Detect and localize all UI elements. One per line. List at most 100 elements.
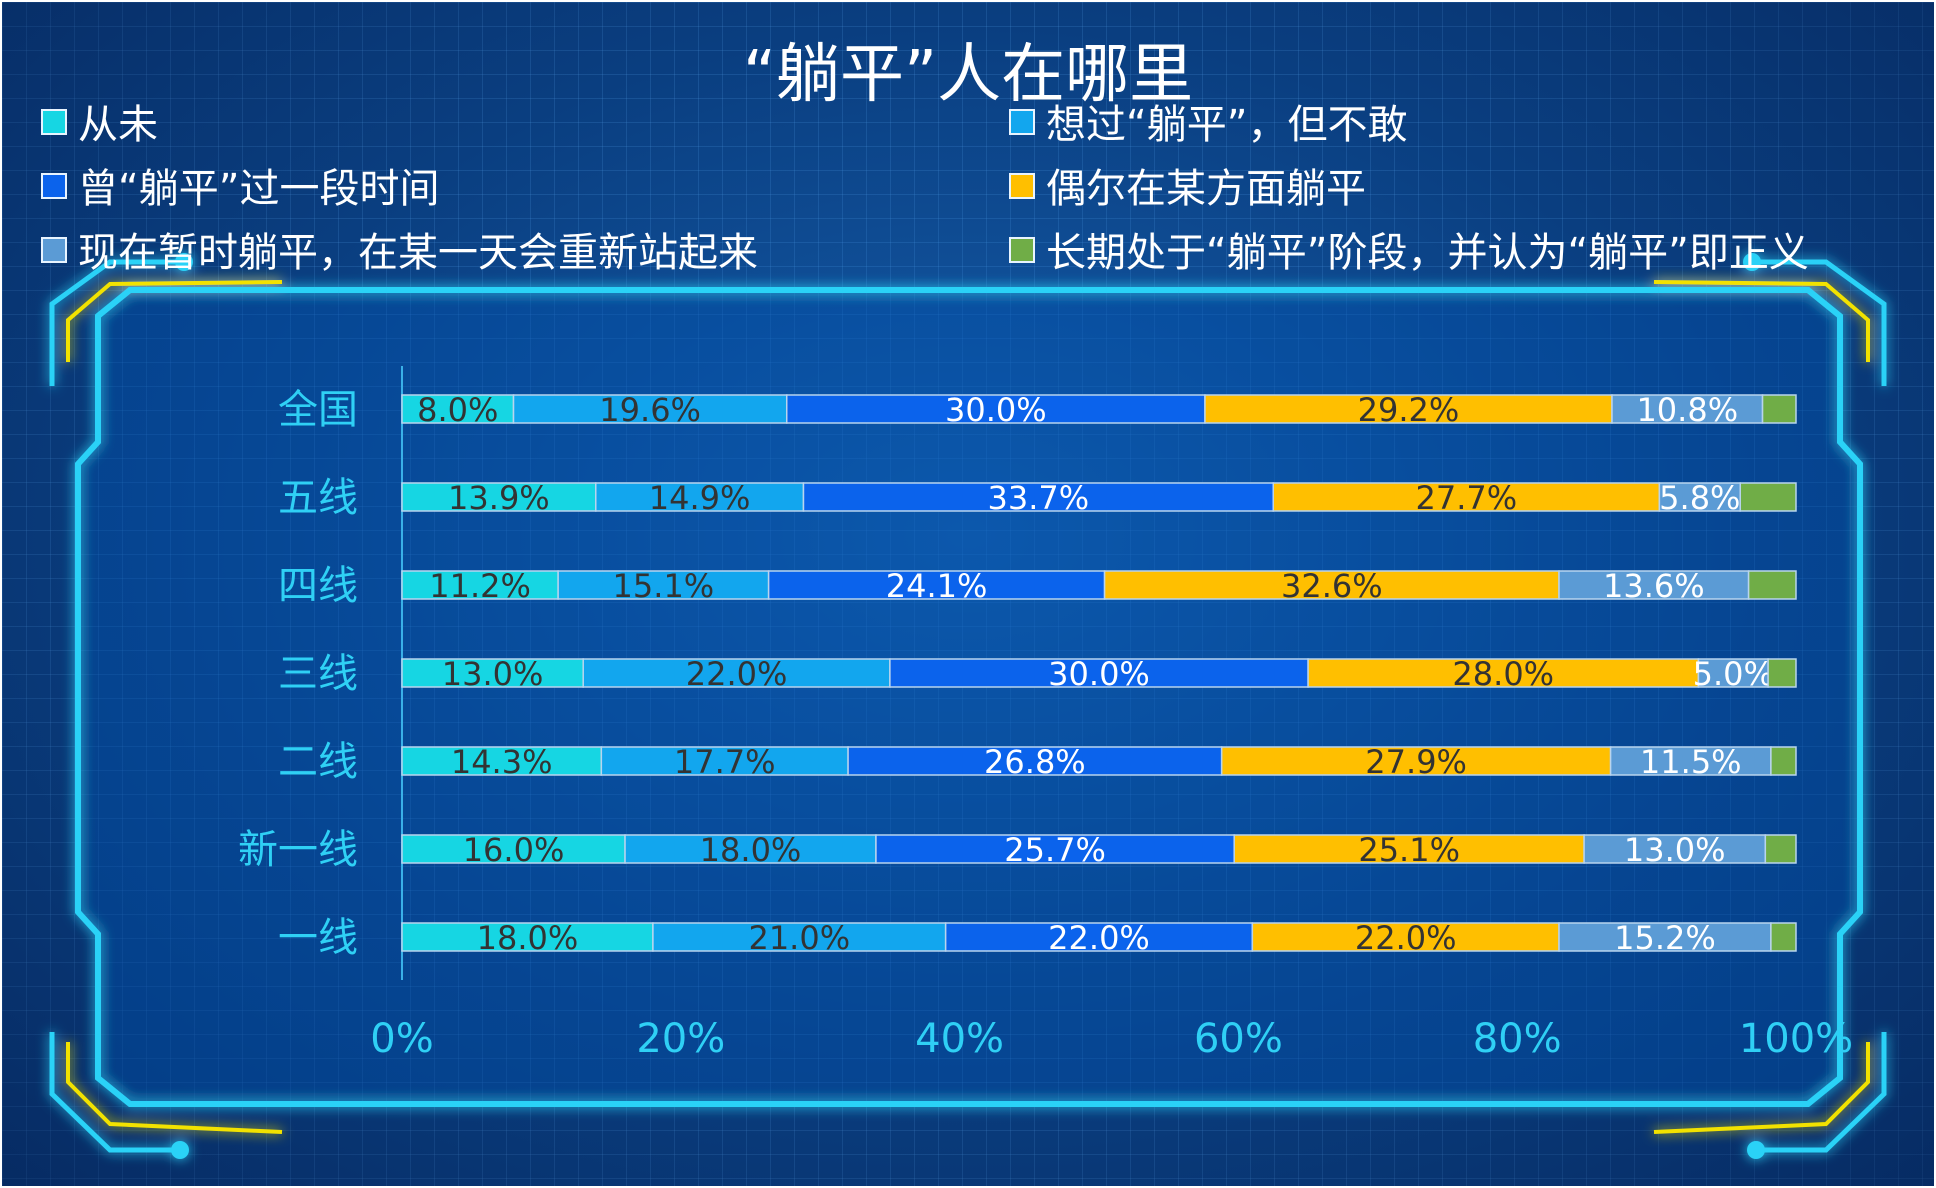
bar-data-label: 29.2% [1358,391,1460,429]
bar-data-label: 14.3% [451,743,553,781]
bar-segment [401,658,584,688]
frame-dot-top-left [175,253,193,271]
bars: 8.0% 19.6% 30.0% 29.2% 10.8% 13.9% 14.9% 33.7% 2… [401,391,1797,957]
frame-corner-top-right [1752,259,1887,386]
bar-data-label: 19.6% [599,391,701,429]
bar-segment [401,746,603,776]
frame-corner-top-left [49,259,184,386]
legend-label: 从未 [78,102,158,148]
bar-segment [600,746,849,776]
bar-segment [1767,658,1797,688]
bar-segment [1558,570,1750,600]
bar-segment [1747,570,1797,600]
x-tick-label: 40% [915,1016,1004,1062]
bar-data-label: 18.0% [477,919,579,957]
bar-data-label: 27.7% [1415,479,1517,517]
x-tick-label: 20% [636,1016,725,1062]
bar-data-label: 25.7% [1004,831,1106,869]
bar-data-label: 22.0% [1048,919,1150,957]
x-tick-label: 60% [1194,1016,1283,1062]
legend-label: 长期处于“躺平”阶段，并认为“躺平”即正义 [1046,230,1809,276]
bar-data-label: 13.6% [1603,567,1705,605]
frame-dot-bottom-left [171,1141,189,1159]
category-label: 五线 [278,475,358,521]
bar-segment [401,394,515,424]
frame-dot-bottom-right [1747,1141,1765,1159]
legend-swatch [41,237,67,263]
bar-segment [595,482,805,512]
legend-swatch [1009,109,1035,135]
bar-data-label: 5.8% [1659,479,1740,517]
category-label: 三线 [278,651,358,697]
bar-segment [1609,746,1772,776]
x-tick-label: 0% [370,1016,433,1062]
bar-data-label: 30.0% [945,391,1047,429]
bar-segment [889,658,1309,688]
category-label: 四线 [278,563,358,609]
bar-segment [785,394,1206,424]
bar-data-label: 17.7% [674,743,776,781]
frame-accent-bottom-left [66,1042,283,1134]
bar-segment [652,922,947,952]
frame-corner-bottom-left [49,1032,180,1153]
bar-data-label: 13.0% [1624,831,1726,869]
bar-data-label: 28.0% [1452,655,1554,693]
bar-segment [1770,746,1797,776]
legend-swatch [1009,173,1035,199]
legend-label: 偶尔在某方面躺平 [1046,166,1366,212]
category-label: 全国 [278,387,358,433]
bar-data-label: 27.9% [1365,743,1467,781]
bar-data-label: 15.2% [1614,919,1716,957]
bar-data-label: 11.2% [429,567,531,605]
frame-accent-top-left [66,280,283,362]
legend-swatch [1009,237,1035,263]
frame-accent-top-right [1653,280,1870,362]
bar-data-label: 26.8% [984,743,1086,781]
bar-data-label: 18.0% [700,831,802,869]
chart-title: “躺平”人在哪里 [743,38,1193,112]
bar-segment [1103,570,1560,600]
category-label: 新一线 [238,827,358,873]
frame-corner-bottom-right [1756,1032,1887,1153]
bar-segment [557,570,770,600]
bar-segment [401,570,559,600]
bar-segment [582,658,891,688]
bar-data-label: 11.5% [1640,743,1742,781]
bar-data-label: 22.0% [1355,919,1457,957]
legend-label: 想过“躺平”，但不敢 [1046,102,1407,148]
bar-segment [1764,834,1797,864]
bar-data-label: 13.9% [448,479,550,517]
bar-segment [401,482,597,512]
bar-segment [1204,394,1613,424]
bar-segment [1611,394,1764,424]
bar-data-label: 5.0% [1693,655,1774,693]
bar-segment [944,922,1254,952]
category-label: 一线 [278,915,358,961]
bar-data-label: 30.0% [1048,655,1150,693]
bar-data-label: 33.7% [988,479,1090,517]
legend-label: 现在暂时躺平，在某一天会重新站起来 [78,230,758,276]
bar-segment [1739,482,1797,512]
frame-accent-bottom-right [1653,1042,1870,1134]
bar-data-label: 25.1% [1358,831,1460,869]
bar-segment [1583,834,1767,864]
bar-segment [1272,482,1661,512]
x-tick-label: 80% [1473,1016,1562,1062]
frame-dot-top-right [1743,253,1761,271]
bar-segment [1770,922,1797,952]
bar-segment [1658,482,1741,512]
legend-swatch [41,173,67,199]
bar-data-label: 24.1% [886,567,988,605]
bar-segment [624,834,877,864]
legend-swatch [41,109,67,135]
legend-label: 曾“躺平”过一段时间 [78,166,439,212]
bar-data-label: 13.0% [442,655,544,693]
bar-segment [1251,922,1560,952]
bar-segment [1558,922,1772,952]
x-tick-label: 100% [1739,1016,1853,1062]
bar-data-label: 14.9% [649,479,751,517]
bar-segment [1761,394,1797,424]
